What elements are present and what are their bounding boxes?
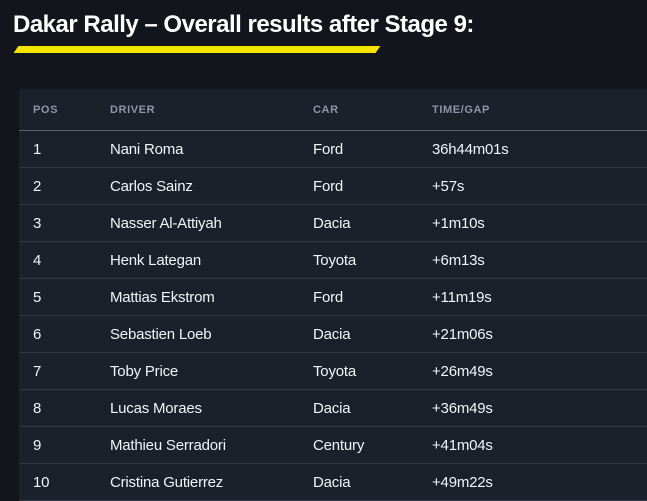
table-row: 6 Sebastien Loeb Dacia +21m06s [19,316,647,353]
table-row: 1 Nani Roma Ford 36h44m01s [19,131,647,168]
results-table: POS DRIVER CAR TIME/GAP 1 Nani Roma Ford 36… [19,89,647,501]
table-body: 1 Nani Roma Ford 36h44m01s 2 Carlos Sainz Ford… [19,131,647,501]
row-driver: Toby Price [110,362,179,380]
row-car: Toyota [313,251,356,269]
column-header-driver: DRIVER [110,103,156,116]
page-title: Dakar Rally – Overall results after Stag… [13,11,474,38]
row-pos: 7 [33,362,42,380]
row-time-gap: +26m49s [432,362,493,380]
row-time-gap: +11m19s [432,288,492,306]
row-car: Ford [313,288,344,306]
table-header-row: POS DRIVER CAR TIME/GAP [19,89,647,131]
title-underline-accent [13,46,381,53]
row-time-gap: +21m06s [432,325,493,343]
row-time-gap: 36h44m01s [432,140,509,158]
row-time-gap: +41m04s [432,436,493,454]
table-row: 9 Mathieu Serradori Century +41m04s [19,427,647,464]
row-time-gap: +6m13s [432,251,485,269]
row-time-gap: +57s [432,177,465,195]
row-pos: 3 [33,214,42,232]
column-header-time-gap: TIME/GAP [432,103,490,116]
column-header-car: CAR [313,103,339,116]
table-row: 3 Nasser Al-Attiyah Dacia +1m10s [19,205,647,242]
row-pos: 4 [33,251,42,269]
table-row: 8 Lucas Moraes Dacia +36m49s [19,390,647,427]
row-driver: Nasser Al-Attiyah [110,214,222,232]
row-car: Dacia [313,473,351,491]
row-pos: 2 [33,177,42,195]
row-time-gap: +1m10s [432,214,485,232]
row-car: Dacia [313,325,351,343]
table-row: 10 Cristina Gutierrez Dacia +49m22s [19,464,647,501]
row-pos: 5 [33,288,42,306]
row-driver: Lucas Moraes [110,399,202,417]
row-car: Century [313,436,365,454]
row-car: Ford [313,177,344,195]
table-row: 5 Mattias Ekstrom Ford +11m19s [19,279,647,316]
row-pos: 9 [33,436,42,454]
row-pos: 1 [33,140,42,158]
row-driver: Mathieu Serradori [110,436,226,454]
column-header-pos: POS [33,103,59,116]
row-driver: Mattias Ekstrom [110,288,215,306]
row-driver: Cristina Gutierrez [110,473,224,491]
row-car: Dacia [313,214,351,232]
row-driver: Henk Lategan [110,251,202,269]
row-car: Toyota [313,362,356,380]
table-row: 7 Toby Price Toyota +26m49s [19,353,647,390]
row-time-gap: +49m22s [432,473,493,491]
row-time-gap: +36m49s [432,399,493,417]
row-driver: Nani Roma [110,140,184,158]
row-pos: 10 [33,473,50,491]
row-pos: 6 [33,325,42,343]
row-driver: Carlos Sainz [110,177,193,195]
row-pos: 8 [33,399,42,417]
row-driver: Sebastien Loeb [110,325,212,343]
table-row: 2 Carlos Sainz Ford +57s [19,168,647,205]
row-car: Ford [313,140,344,158]
table-row: 4 Henk Lategan Toyota +6m13s [19,242,647,279]
row-car: Dacia [313,399,351,417]
